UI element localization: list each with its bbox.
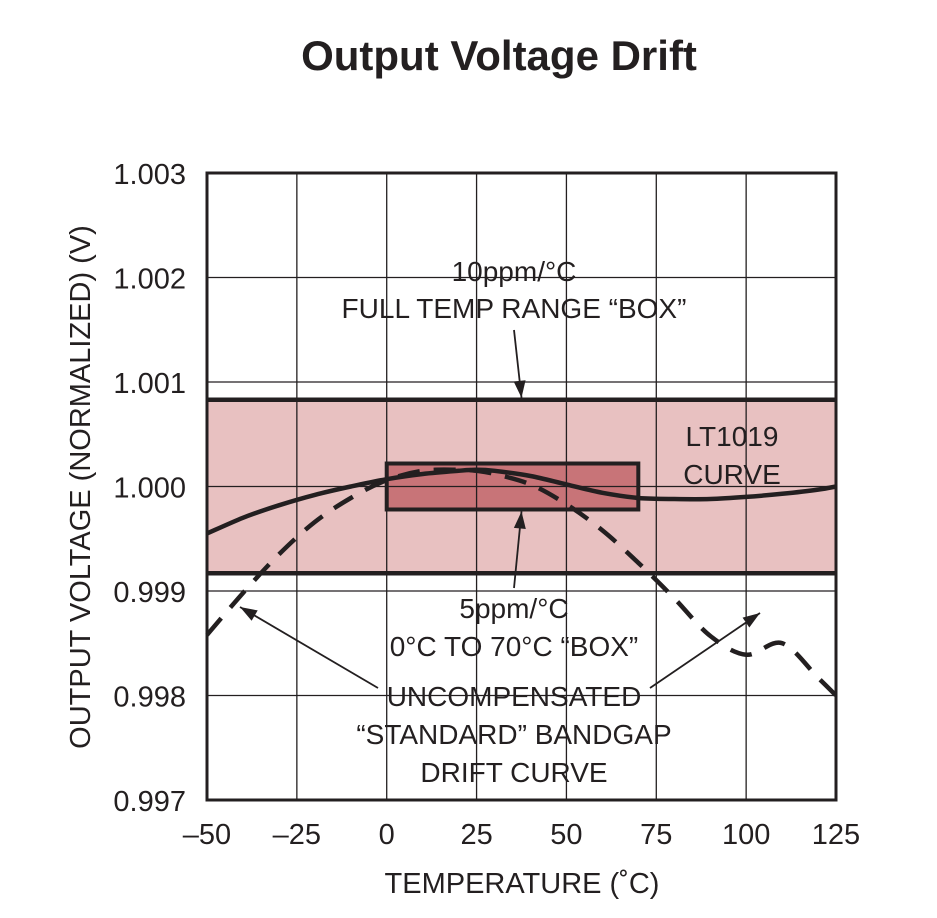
arrows-layer [239, 329, 761, 689]
y-tick-label: 0.999 [113, 577, 186, 609]
arrow-to-small-box-head [513, 511, 526, 529]
annotation-bandgap-line2: “STANDARD” BANDGAP [356, 719, 671, 750]
annotation-5ppm-line1: 5ppm/°C [459, 593, 568, 624]
bandgap-drift-curve-line [205, 467, 838, 698]
annotation-5ppm-line2: 0°C TO 70°C “BOX” [390, 631, 639, 662]
annotation-lt1019-line2: CURVE [683, 459, 781, 490]
arrow-to-left-dashed-curve-shaft [239, 606, 379, 689]
arrow-to-right-dashed-curve-head [742, 613, 760, 628]
x-tick-label: 125 [812, 819, 860, 851]
arrow-to-right-dashed-curve-shaft [649, 612, 761, 689]
x-tick-label: 0 [379, 819, 395, 851]
x-tick-label: 25 [460, 819, 492, 851]
y-tick-label: 1.001 [113, 368, 186, 400]
grid-layer [207, 173, 836, 800]
annotation-10ppm-line1: 10ppm/°C [452, 256, 577, 287]
arrow-to-full-box-head [513, 380, 526, 398]
y-tick-label: 1.000 [113, 473, 186, 505]
annotation-10ppm-line2: FULL TEMP RANGE “BOX” [342, 293, 687, 324]
x-tick-label: 75 [640, 819, 672, 851]
x-axis-label: TEMPERATURE (˚C) [385, 868, 660, 900]
lt1019-curve-line [206, 467, 837, 536]
arrow-to-left-dashed-curve-head [240, 607, 258, 621]
y-axis-label: OUTPUT VOLTAGE (NORMALIZED) (V) [65, 225, 97, 749]
y-tick-label: 0.997 [113, 786, 186, 818]
ticks-layer: –50 –25 0 25 50 75 100 125 0.997 0.998 0.999 1.000 1… [113, 159, 860, 851]
y-tick-label: 1.002 [113, 264, 186, 296]
plot-frame [205, 171, 838, 802]
series-layer [205, 467, 838, 698]
x-tick-label: –25 [273, 819, 321, 851]
x-tick-label: 50 [550, 819, 582, 851]
y-tick-label: 1.003 [113, 159, 186, 191]
y-tick-label: 0.998 [113, 682, 186, 714]
chart-title: Output Voltage Drift [301, 32, 697, 79]
annotation-lt1019-line1: LT1019 [686, 421, 779, 452]
x-tick-label: 100 [722, 819, 770, 851]
annotation-bandgap-line3: DRIFT CURVE [420, 757, 607, 788]
small-box-outline [384, 461, 641, 512]
annotation-bandgap-line1: UNCOMPENSATED [387, 681, 642, 712]
x-tick-label: –50 [183, 819, 231, 851]
